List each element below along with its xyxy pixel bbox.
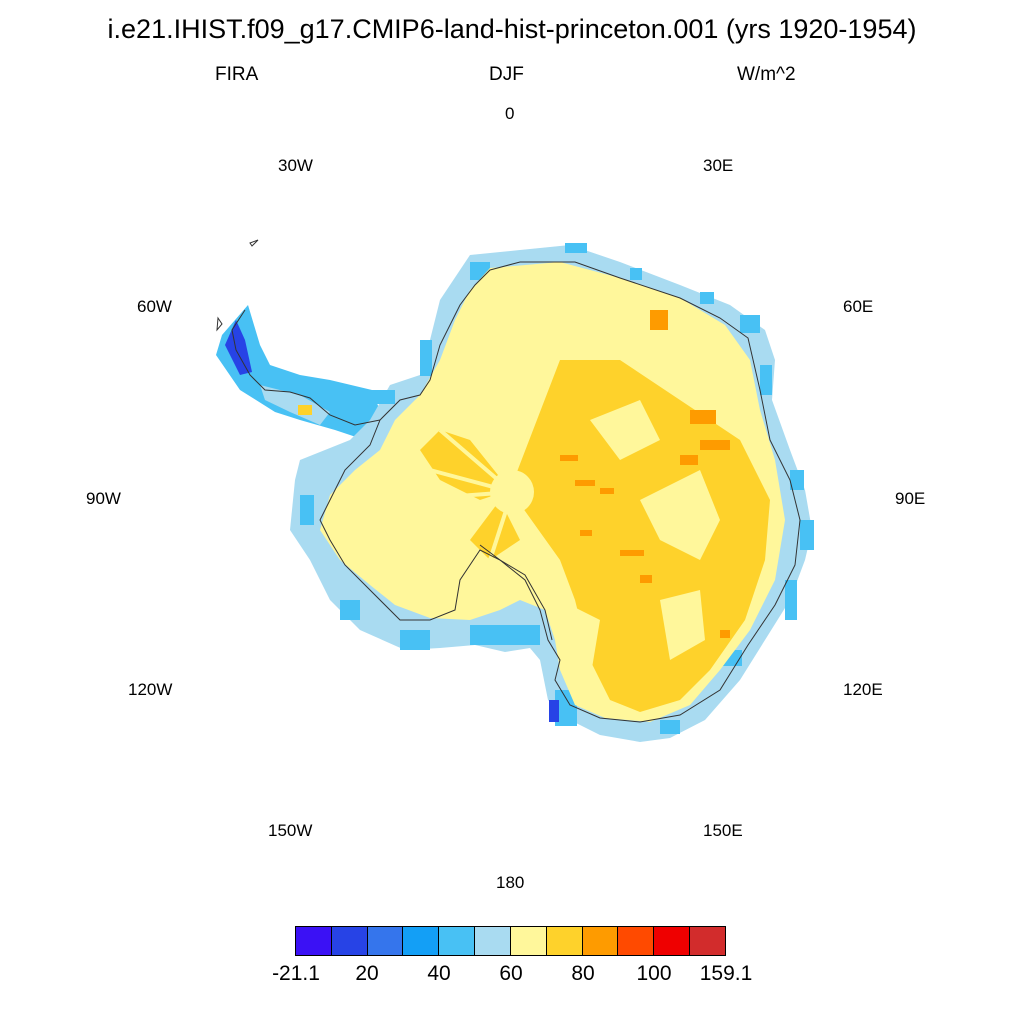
plateau-pale-bands <box>560 400 720 680</box>
islet-outline <box>216 316 223 332</box>
plot-title: i.e21.IHIST.f09_g17.CMIP6-land-hist-prin… <box>107 14 917 44</box>
variable-label: FIRA <box>215 64 259 85</box>
lon-label-30w: 30W <box>278 156 313 175</box>
colorbar-label: 40 <box>427 962 451 985</box>
season-label: DJF <box>489 64 524 85</box>
lon-label-30e: 30E <box>703 156 734 175</box>
colorbar-swatch <box>439 927 476 955</box>
colorbar-swatch <box>331 927 368 955</box>
island-outline <box>249 239 259 247</box>
colorbar-label: 20 <box>355 962 379 985</box>
orange-cells <box>560 310 730 638</box>
colorbar-label: -21.1 <box>272 962 320 985</box>
colorbar-swatch <box>403 927 440 955</box>
peninsula-base-gold <box>420 430 510 500</box>
coastline <box>319 261 801 723</box>
coastal-dark-cell <box>549 700 559 722</box>
ross-ice-shelf-outline <box>479 544 553 641</box>
colorbar-label: 60 <box>499 962 523 985</box>
ross-sector-gold <box>470 500 520 560</box>
lon-label-60e: 60E <box>843 297 874 316</box>
colorbar <box>295 926 726 956</box>
lon-label-150w: 150W <box>268 821 313 840</box>
colorbar-swatch <box>296 927 332 955</box>
colorbar-swatch <box>690 927 725 955</box>
colorbar-swatch <box>475 927 511 955</box>
colorbar-swatch <box>367 927 404 955</box>
lon-label-90e: 90E <box>895 489 926 508</box>
lon-label-180: 180 <box>496 873 525 892</box>
coastal-blue-cells <box>300 243 814 734</box>
colorbar-swatch <box>510 927 547 955</box>
pole-center <box>490 470 534 514</box>
colorbar-swatch <box>654 927 691 955</box>
colorbar-swatch <box>546 927 583 955</box>
lon-label-150e: 150E <box>703 821 743 840</box>
lon-label-60w: 60W <box>137 297 172 316</box>
colorbar-label: 100 <box>636 962 672 985</box>
units-label: W/m^2 <box>737 64 796 85</box>
lon-label-120e: 120E <box>843 680 883 699</box>
lon-label-0: 0 <box>505 104 515 123</box>
colorbar-swatch <box>582 927 619 955</box>
lon-label-90w: 90W <box>86 489 121 508</box>
peninsula-coastline <box>231 309 381 426</box>
colorbar-label: 80 <box>571 962 595 985</box>
colorbar-label: 159.1 <box>699 962 753 985</box>
peninsula-field <box>216 305 385 440</box>
colorbar-swatch <box>618 927 655 955</box>
lon-label-120w: 120W <box>128 680 173 699</box>
